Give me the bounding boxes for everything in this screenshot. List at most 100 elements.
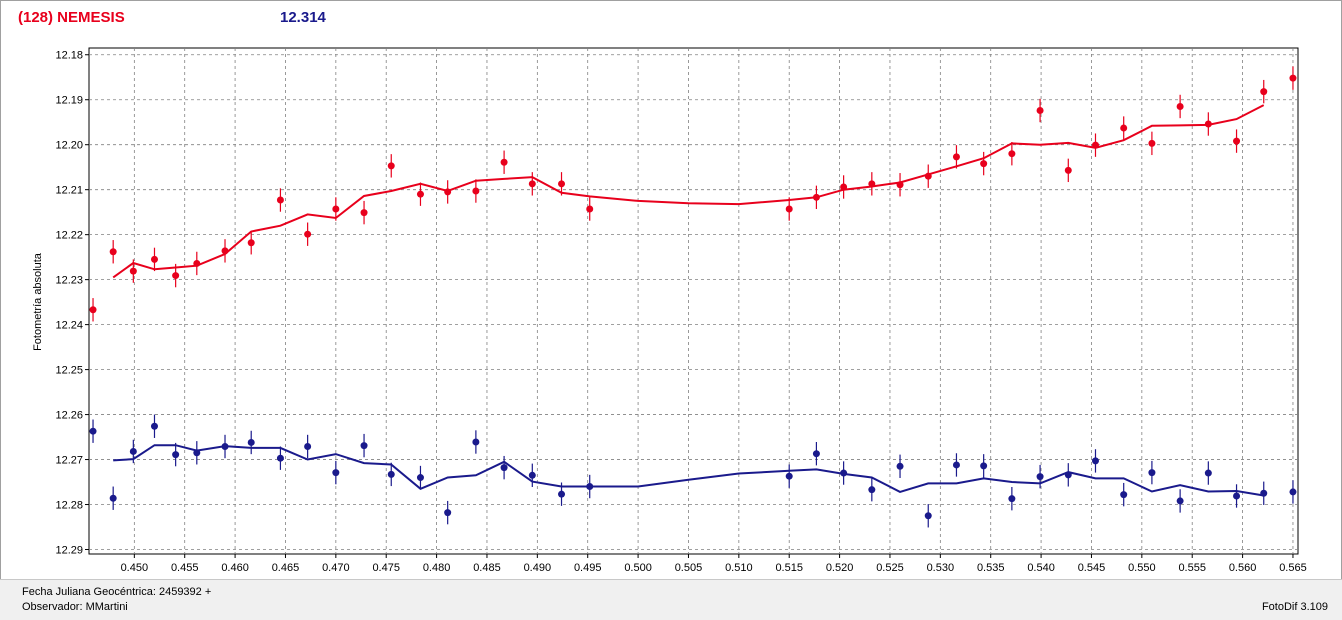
fit-line (112, 104, 1265, 279)
data-point (868, 486, 876, 494)
data-point (1120, 124, 1128, 132)
data-point (109, 248, 117, 256)
plot-area (88, 47, 1299, 555)
data-point (924, 512, 932, 520)
data-point (304, 230, 312, 238)
data-point (812, 193, 820, 201)
y-tick-label: 12.26 (55, 410, 83, 422)
x-tick-label: 0.545 (1078, 562, 1106, 574)
y-tick-label: 12.28 (55, 500, 83, 512)
x-tick-label: 0.450 (121, 562, 149, 574)
x-tick-label: 0.555 (1178, 562, 1206, 574)
data-point (896, 181, 904, 189)
data-point (528, 180, 536, 188)
data-point (1120, 491, 1128, 499)
y-tick-label: 12.21 (55, 185, 83, 197)
data-point (416, 474, 424, 482)
data-point (247, 239, 255, 247)
x-tick-label: 0.485 (473, 562, 501, 574)
x-tick-label: 0.500 (624, 562, 652, 574)
x-tick-label: 0.560 (1229, 562, 1257, 574)
y-tick-label: 12.19 (55, 95, 83, 107)
x-tick-label: 0.520 (826, 562, 854, 574)
data-point (387, 470, 395, 478)
data-point (1289, 488, 1297, 496)
data-point (1176, 497, 1184, 505)
x-tick-label: 0.495 (574, 562, 602, 574)
data-point (840, 469, 848, 477)
data-point (1260, 88, 1268, 96)
data-point (1148, 139, 1156, 147)
data-point (472, 187, 480, 195)
data-point (896, 462, 904, 470)
data-point (172, 451, 180, 459)
x-tick-label: 0.480 (423, 562, 451, 574)
data-point (1176, 102, 1184, 110)
data-point (472, 438, 480, 446)
data-point (558, 180, 566, 188)
data-point (1204, 120, 1212, 128)
data-point (785, 472, 793, 480)
data-point (172, 272, 180, 280)
x-tick-label: 0.565 (1279, 562, 1307, 574)
fit-line (113, 444, 1264, 497)
data-point (129, 447, 137, 455)
x-tick-label: 0.525 (876, 562, 904, 574)
data-point (1064, 471, 1072, 479)
data-point (150, 255, 158, 263)
data-series (89, 66, 1297, 528)
data-point (247, 438, 255, 446)
data-point (558, 490, 566, 498)
y-tick-label: 12.20 (55, 140, 83, 152)
data-point (528, 471, 536, 479)
data-point (109, 494, 117, 502)
data-point (1289, 74, 1297, 82)
y-axis: 12.18 12.19 12.20 12.21 12.22 12.23 12.24 12.25… (55, 50, 89, 557)
data-point (1233, 137, 1241, 145)
y-tick-label: 12.25 (55, 365, 83, 377)
software-version-label: FotoDif 3.109 (1261, 601, 1328, 613)
data-point (1091, 141, 1099, 149)
data-point (276, 196, 284, 204)
data-point (444, 509, 452, 517)
y-tick-label: 12.18 (55, 50, 83, 62)
y-axis-label: Fotometría absoluta (32, 252, 44, 351)
x-tick-label: 0.535 (977, 562, 1005, 574)
data-point (304, 443, 312, 451)
x-tick-label: 0.490 (524, 562, 552, 574)
data-point (332, 205, 340, 213)
data-point (387, 162, 395, 170)
x-tick-label: 0.465 (272, 562, 300, 574)
julian-date-label: Fecha Juliana Geocéntrica: 2459392 + (22, 586, 212, 598)
data-point (129, 267, 137, 275)
data-point (952, 461, 960, 469)
y-tick-label: 12.22 (55, 230, 83, 242)
data-point (812, 450, 820, 458)
data-point (150, 422, 158, 430)
y-tick-label: 12.27 (55, 455, 83, 467)
data-point (1036, 473, 1044, 481)
x-tick-label: 0.515 (775, 562, 803, 574)
data-point (89, 427, 97, 435)
data-point (444, 188, 452, 196)
data-point (1064, 166, 1072, 174)
data-point (221, 443, 229, 451)
data-point (980, 462, 988, 470)
x-tick-label: 0.510 (725, 562, 753, 574)
data-point (840, 183, 848, 191)
data-point (332, 469, 340, 477)
data-point (1091, 457, 1099, 465)
x-tick-label: 0.530 (927, 562, 955, 574)
status-bar: Fecha Juliana Geocéntrica: 2459392 + Obs… (0, 579, 1342, 620)
magnitude-value: 12.314 (280, 9, 326, 26)
x-tick-label: 0.550 (1128, 562, 1156, 574)
data-point (276, 454, 284, 462)
data-point (924, 172, 932, 180)
data-point (500, 464, 508, 472)
data-point (586, 205, 594, 213)
data-point (360, 442, 368, 450)
series-blue (89, 414, 1297, 528)
light-curve-chart: 12.18 12.19 12.20 12.21 12.22 12.23 12.24 12.25… (32, 47, 1307, 574)
data-point (868, 180, 876, 188)
data-point (193, 259, 201, 267)
